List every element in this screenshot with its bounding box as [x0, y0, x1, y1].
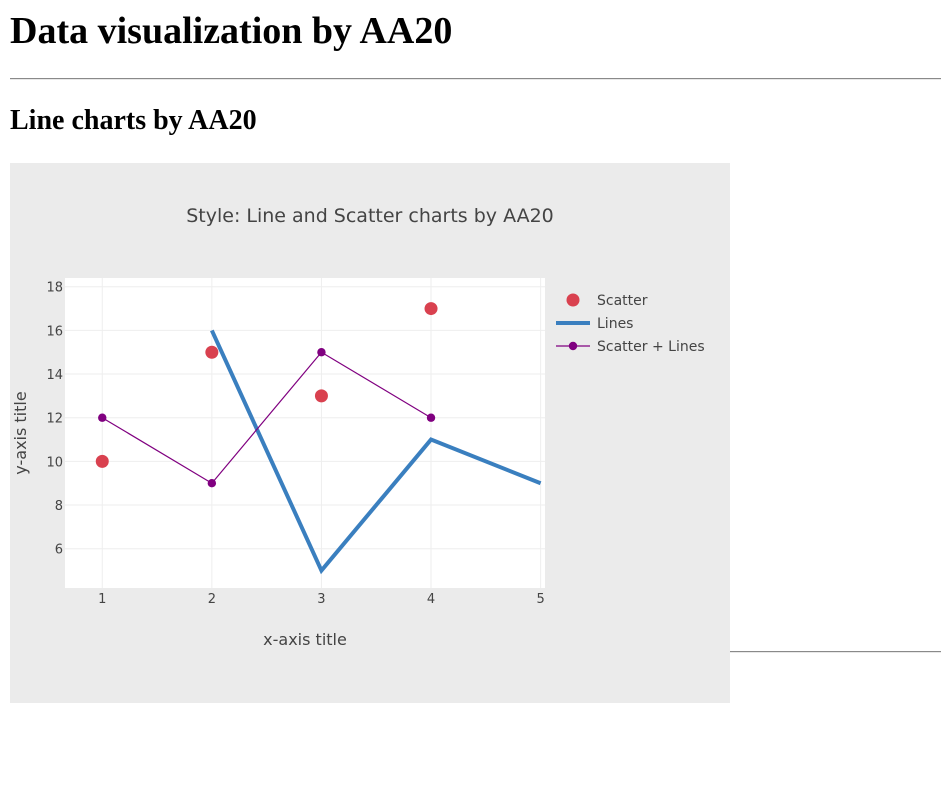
divider: [10, 78, 941, 80]
x-tick-label: 4: [427, 592, 435, 607]
data-point-scatter: [205, 345, 219, 359]
legend-label-scatter-lines[interactable]: Scatter + Lines: [597, 339, 705, 355]
divider: [730, 651, 941, 653]
series-line-scatter-lines: [101, 351, 432, 484]
y-tick-label: 8: [55, 499, 63, 514]
x-tick-label: 1: [98, 592, 106, 607]
y-tick-label: 10: [46, 455, 63, 470]
chart-title: Style: Line and Scatter charts by AA20: [186, 205, 554, 227]
legend-label-scatter[interactable]: Scatter: [597, 293, 648, 309]
legend-marker: [566, 293, 580, 307]
x-tick-label: 3: [317, 592, 325, 607]
y-axis-title: y-axis title: [11, 391, 30, 474]
legend-label-lines[interactable]: Lines: [597, 316, 633, 332]
data-point-scatter-lines: [207, 479, 217, 488]
y-tick-label: 14: [46, 368, 63, 383]
data-point-scatter: [95, 454, 109, 468]
x-tick-label: 2: [208, 592, 216, 607]
legend[interactable]: Scatter Lines Scatter + Lines: [556, 293, 705, 355]
data-point-scatter-lines: [426, 413, 436, 422]
data-point-scatter-lines: [317, 348, 326, 357]
plot-area: [65, 278, 545, 588]
data-point-scatter: [424, 302, 438, 316]
y-tick-label: 18: [46, 281, 63, 296]
data-point-scatter: [314, 389, 328, 403]
y-tick-label: 12: [46, 412, 63, 427]
y-tick-label: 6: [55, 543, 63, 558]
x-tick-label: 5: [536, 592, 544, 607]
data-point-scatter-lines: [98, 413, 107, 422]
grid: [65, 278, 545, 588]
legend-marker: [568, 341, 578, 351]
section-heading: Line charts by AA20: [10, 105, 257, 136]
page-heading: Data visualization by AA20: [10, 10, 453, 52]
series-line-lines: [210, 329, 542, 575]
data-layer: [95, 302, 542, 575]
line-scatter-chart: Style: Line and Scatter charts by AA20 1…: [11, 205, 705, 649]
y-tick-label: 16: [46, 324, 63, 339]
chart-container: Style: Line and Scatter charts by AA20 1…: [10, 163, 730, 703]
x-axis-title: x-axis title: [263, 630, 347, 649]
